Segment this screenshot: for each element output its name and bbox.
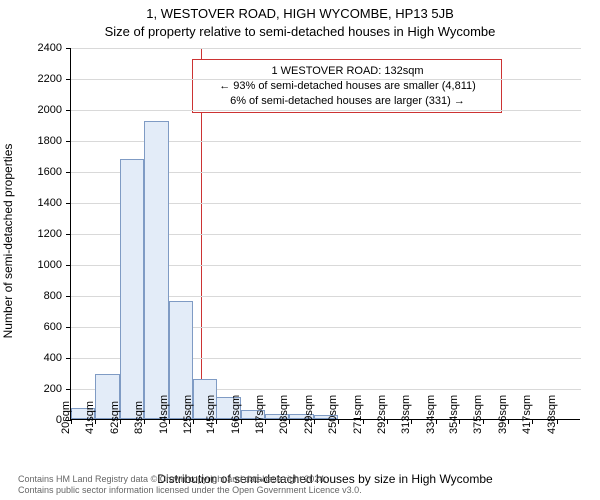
ytick-label: 800: [12, 290, 62, 302]
ytick-mark: [66, 327, 71, 328]
annotation-box: 1 WESTOVER ROAD: 132sqm ← 93% of semi-de…: [192, 59, 502, 114]
ytick-mark: [66, 234, 71, 235]
ytick-label: 2000: [12, 104, 62, 116]
footer-line1: Contains HM Land Registry data © Crown c…: [18, 474, 362, 485]
annotation-line1: 1 WESTOVER ROAD: 132sqm: [201, 64, 493, 79]
ytick-mark: [66, 141, 71, 142]
ytick-label: 400: [12, 352, 62, 364]
ytick-mark: [66, 389, 71, 390]
ytick-label: 200: [12, 383, 62, 395]
histogram-bar: [144, 121, 168, 419]
ytick-mark: [66, 110, 71, 111]
ytick-label: 1000: [12, 259, 62, 271]
gridline-h: [71, 79, 581, 80]
ytick-label: 600: [12, 321, 62, 333]
gridline-h: [71, 110, 581, 111]
ytick-mark: [66, 79, 71, 80]
ytick-label: 1200: [12, 228, 62, 240]
chart-plot-area: 1 WESTOVER ROAD: 132sqm ← 93% of semi-de…: [70, 48, 580, 420]
chart-title-subtitle: Size of property relative to semi-detach…: [0, 24, 600, 39]
ytick-mark: [66, 265, 71, 266]
chart-title-address: 1, WESTOVER ROAD, HIGH WYCOMBE, HP13 5JB: [0, 6, 600, 21]
annotation-line3: 6% of semi-detached houses are larger (3…: [201, 94, 493, 109]
ytick-mark: [66, 172, 71, 173]
ytick-label: 1800: [12, 135, 62, 147]
gridline-h: [71, 48, 581, 49]
histogram-bar: [120, 159, 144, 419]
annotation-line2: ← 93% of semi-detached houses are smalle…: [201, 79, 493, 94]
footer-line2: Contains public sector information licen…: [18, 485, 362, 496]
ytick-label: 2200: [12, 73, 62, 85]
ytick-mark: [66, 358, 71, 359]
ytick-label: 0: [12, 414, 62, 426]
ytick-label: 1600: [12, 166, 62, 178]
ytick-label: 2400: [12, 42, 62, 54]
ytick-mark: [66, 296, 71, 297]
ytick-mark: [66, 203, 71, 204]
footer-attribution: Contains HM Land Registry data © Crown c…: [18, 474, 362, 497]
ytick-mark: [66, 48, 71, 49]
ytick-label: 1400: [12, 197, 62, 209]
